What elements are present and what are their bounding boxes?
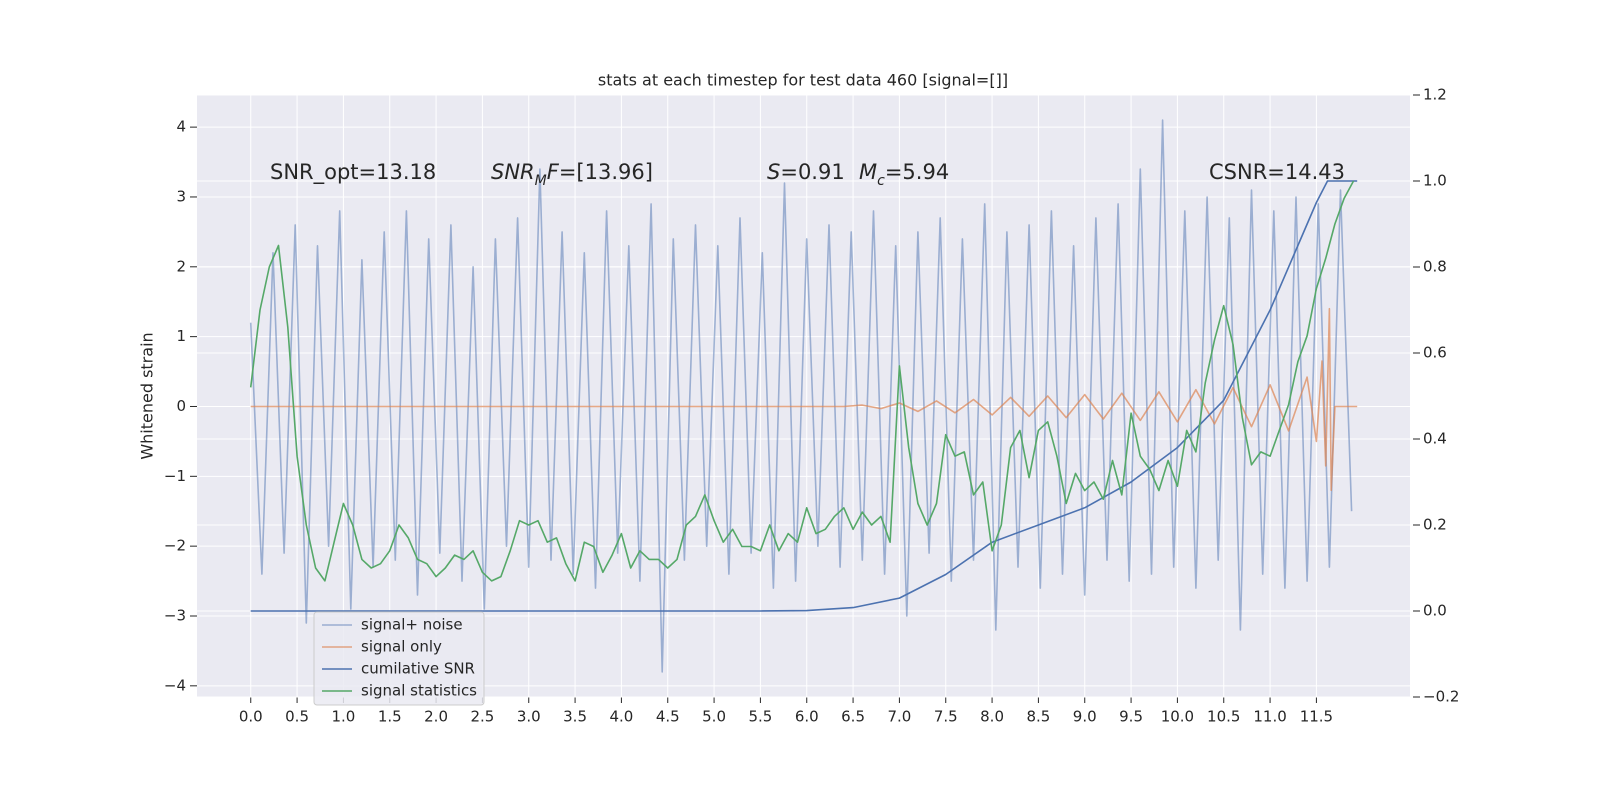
x-tick-label: 5.5: [748, 708, 772, 726]
x-tick-label: 7.5: [934, 708, 958, 726]
annotation-part: SNR: [491, 160, 535, 184]
y2-tick-label: 0.0: [1423, 602, 1447, 620]
annotation-part: =[13.96]: [559, 160, 653, 184]
x-tick-label: 9.5: [1119, 708, 1143, 726]
y-tick-label: 3: [176, 187, 186, 205]
x-tick-label: 8.0: [980, 708, 1004, 726]
x-tick-label: 6.5: [841, 708, 865, 726]
annotation: SNR_opt=13.18: [270, 160, 436, 185]
x-tick-label: 10.5: [1207, 708, 1240, 726]
y2-tick-label: 0.2: [1423, 516, 1447, 534]
y2-tick-label: −0.2: [1423, 688, 1459, 706]
x-tick-label: 7.0: [887, 708, 911, 726]
legend-box: [313, 611, 485, 706]
plot-background: [197, 95, 1410, 697]
annotation-part: c: [877, 173, 885, 189]
x-tick-label: 0.0: [239, 708, 263, 726]
annotation-part: F: [547, 160, 560, 184]
y2-tick-label: 0.4: [1423, 430, 1447, 448]
y-tick-label: 1: [176, 327, 186, 345]
annotation-part: =5.94: [885, 160, 949, 184]
y-tick-label: 4: [176, 118, 186, 136]
x-tick-label: 6.0: [795, 708, 819, 726]
x-tick-label: 11.0: [1253, 708, 1286, 726]
y-tick-label: 2: [176, 257, 186, 275]
y2-tick-label: 1.0: [1423, 172, 1447, 190]
series-line: [250, 180, 1358, 612]
x-tick-label: 11.5: [1300, 708, 1333, 726]
x-tick-label: 4.0: [609, 708, 633, 726]
annotation: CSNR=14.43: [1209, 160, 1345, 184]
x-tick-label: 2.5: [470, 708, 494, 726]
y-tick-label: −1: [164, 467, 186, 485]
legend-label: signal+ noise: [361, 616, 463, 634]
annotation: S=0.91: [767, 160, 845, 184]
x-tick-label: 1.5: [378, 708, 402, 726]
annotation: SNRMF=[13.96]: [491, 160, 653, 189]
x-tick-label: 2.0: [424, 708, 448, 726]
x-tick-label: 8.5: [1026, 708, 1050, 726]
chart-title: stats at each timestep for test data 460…: [598, 71, 1008, 90]
series-line: [249, 119, 1353, 673]
y-axis-label: Whitened strain: [138, 332, 157, 459]
x-tick-label: 10.0: [1161, 708, 1194, 726]
x-tick-label: 1.0: [331, 708, 355, 726]
y-tick-label: 0: [176, 397, 186, 415]
annotation-part: CSNR=14.43: [1209, 160, 1345, 184]
annotation-part: S: [767, 160, 780, 184]
y-tick-label: −3: [164, 606, 186, 624]
y2-tick-label: 0.6: [1423, 344, 1447, 362]
x-tick-label: 3.5: [563, 708, 587, 726]
annotation: Mc=5.94: [859, 160, 949, 189]
annotation-part: SNR_opt=13.18: [270, 160, 436, 185]
annotation-part: M: [859, 160, 877, 184]
y2-tick-label: 1.2: [1423, 86, 1447, 104]
legend-label: signal statistics: [361, 682, 477, 700]
x-tick-label: 4.5: [656, 708, 680, 726]
y-tick-label: −4: [164, 676, 186, 694]
x-tick-label: 3.0: [517, 708, 541, 726]
x-tick-label: 9.0: [1073, 708, 1097, 726]
x-tick-label: 0.5: [285, 708, 309, 726]
series-line: [250, 307, 1358, 492]
y-tick-label: −2: [164, 537, 186, 555]
annotation-part: =0.91: [780, 160, 844, 184]
legend-label: cumilative SNR: [361, 660, 475, 678]
annotation-part: M: [535, 173, 547, 189]
x-tick-label: 5.0: [702, 708, 726, 726]
series-line: [249, 180, 1355, 582]
y2-tick-label: 0.8: [1423, 258, 1447, 276]
legend-label: signal only: [361, 638, 442, 656]
